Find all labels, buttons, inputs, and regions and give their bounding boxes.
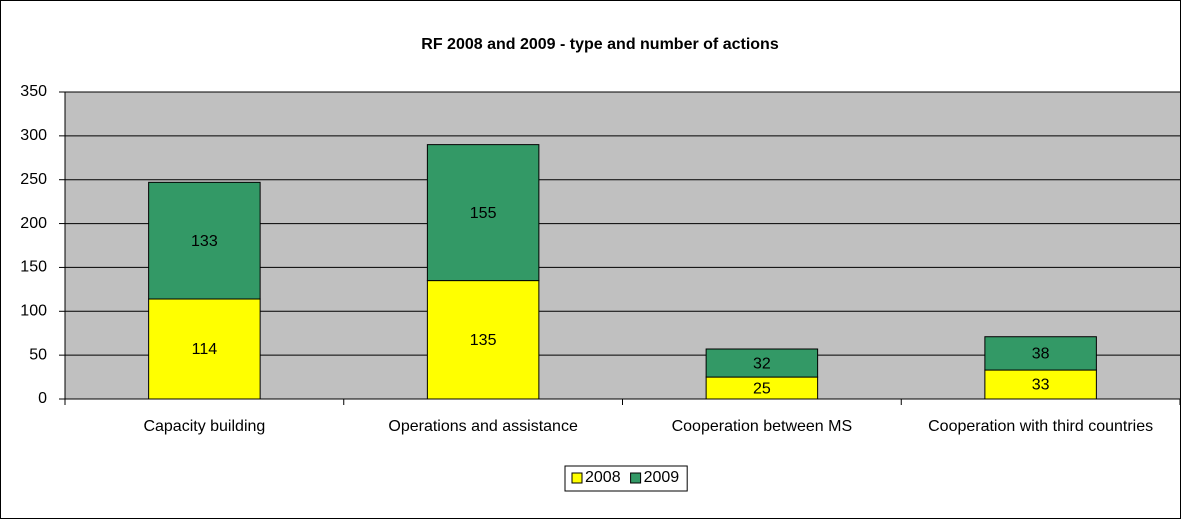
- x-tick-label: Capacity building: [143, 418, 265, 435]
- bar-segment: [984, 369, 1097, 400]
- legend: 2008 2009: [564, 465, 688, 492]
- x-tick-label: Operations and assistance: [388, 418, 578, 435]
- y-tick-label: 100: [20, 303, 47, 320]
- legend-swatch: [630, 472, 642, 484]
- legend-box: [564, 465, 688, 492]
- chart-title: RF 2008 and 2009 - type and number of ac…: [421, 36, 779, 53]
- legend-label: 2009: [644, 469, 680, 486]
- y-tick-label: 250: [20, 171, 47, 188]
- x-tick-label: Cooperation with third countries: [928, 418, 1153, 435]
- data-label: 38: [1032, 346, 1050, 363]
- bar-segment: [426, 280, 540, 400]
- data-label: 33: [1032, 377, 1050, 394]
- data-label: 114: [192, 341, 218, 358]
- data-label: 155: [470, 205, 497, 222]
- y-tick-label: 150: [20, 259, 47, 276]
- data-label: 133: [191, 233, 218, 250]
- bar-segment: [426, 144, 540, 282]
- data-label: 25: [753, 380, 771, 397]
- bar-segment: [148, 298, 261, 400]
- bar-segment: [148, 181, 261, 300]
- bar-segment: [984, 336, 1097, 371]
- data-label: 135: [470, 332, 497, 349]
- legend-label: 2008: [585, 469, 621, 486]
- legend-swatch: [571, 472, 583, 484]
- y-tick-label: 50: [29, 346, 47, 363]
- y-tick-label: 350: [20, 83, 47, 100]
- y-tick-label: 200: [20, 215, 47, 232]
- data-label: 32: [753, 355, 771, 372]
- y-tick-label: 300: [20, 127, 47, 144]
- y-tick-label: 0: [38, 390, 47, 407]
- bar-segment: [705, 348, 819, 378]
- x-tick-label: Cooperation between MS: [672, 418, 853, 435]
